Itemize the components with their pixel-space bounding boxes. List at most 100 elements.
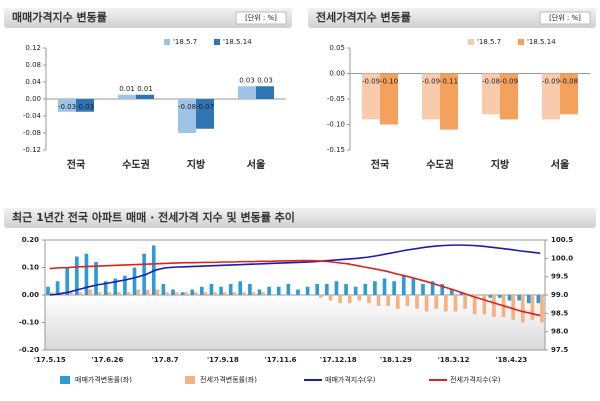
bar xyxy=(536,295,541,304)
bar xyxy=(75,256,79,295)
bar xyxy=(472,295,477,315)
bar xyxy=(507,295,512,301)
x-tick-label: 서울 xyxy=(551,158,569,171)
bar xyxy=(353,286,358,295)
x-tick-label: '17.9.18 xyxy=(207,356,239,364)
bar xyxy=(362,73,380,120)
unit-box xyxy=(539,11,591,25)
bar xyxy=(113,278,118,295)
bar xyxy=(453,295,458,312)
bar xyxy=(46,286,50,295)
data-label: 0.03 xyxy=(257,76,273,84)
bar xyxy=(165,292,169,295)
data-label: -0.09 xyxy=(542,78,560,86)
y-tick-label: 0.00 xyxy=(329,70,345,78)
line-series xyxy=(49,259,541,317)
data-label: -0.11 xyxy=(440,78,458,86)
bar xyxy=(450,289,454,295)
x-tick-label: '17.11.6 xyxy=(265,356,297,364)
bar xyxy=(117,292,121,295)
y-tick-label: 0.00 xyxy=(25,95,41,103)
bar xyxy=(267,286,271,295)
bar xyxy=(257,289,262,295)
bar xyxy=(440,284,445,295)
y-tick-label: -0.12 xyxy=(23,146,41,154)
legend-label: 전세가격변동률(좌) xyxy=(200,375,257,384)
bar xyxy=(444,295,448,312)
bar xyxy=(517,295,521,301)
data-label: -0.09 xyxy=(500,78,518,86)
x-tick-label: 지방 xyxy=(187,158,206,171)
bar xyxy=(276,286,281,295)
y-tick-label: -0.15 xyxy=(327,146,345,154)
bar xyxy=(88,289,92,295)
bar xyxy=(338,295,342,304)
bar xyxy=(161,284,166,295)
bar xyxy=(421,284,425,295)
y-tick-label: 0.08 xyxy=(25,61,41,69)
bar xyxy=(430,281,435,295)
bar xyxy=(219,286,223,295)
y-tick-label: 0.12 xyxy=(25,44,41,52)
negative-region xyxy=(45,295,545,350)
bar xyxy=(411,278,416,295)
bar xyxy=(498,295,502,298)
bar xyxy=(228,284,233,295)
bar xyxy=(107,292,112,295)
y-tick-label: -0.05 xyxy=(327,95,345,103)
bar xyxy=(97,292,102,295)
header-bar xyxy=(4,8,292,28)
bar xyxy=(405,295,410,306)
y2-tick-label: 99.5 xyxy=(551,273,568,281)
x-tick-label: '18.4.23 xyxy=(495,356,527,364)
x-tick-label: 지방 xyxy=(491,158,510,171)
bar xyxy=(367,295,371,304)
header-bar xyxy=(308,8,596,28)
x-tick-label: 수도권 xyxy=(122,159,150,171)
bar xyxy=(560,73,578,115)
bar xyxy=(69,292,73,295)
bar xyxy=(256,86,274,99)
legend-label: '18.5.14 xyxy=(223,38,252,46)
data-label: -0.08 xyxy=(560,78,578,86)
y-tick-label: -0.08 xyxy=(23,129,41,137)
y2-tick-label: 97.5 xyxy=(551,346,568,354)
bar xyxy=(482,73,500,115)
x-tick-label: '18.3.12 xyxy=(438,356,470,364)
bar xyxy=(248,284,252,295)
bar xyxy=(132,267,137,295)
bar xyxy=(261,292,265,295)
bar xyxy=(126,292,131,295)
bar xyxy=(65,267,70,295)
bar xyxy=(526,295,531,304)
bar xyxy=(540,295,544,323)
legend-swatch xyxy=(468,39,474,45)
bar xyxy=(520,295,525,323)
data-label: -0.08 xyxy=(178,103,196,111)
data-label: -0.10 xyxy=(380,78,398,86)
legend-swatch xyxy=(214,39,220,45)
bar xyxy=(296,289,300,295)
legend-label: 전세가격지수(우) xyxy=(450,375,501,384)
legend-swatch xyxy=(164,39,170,45)
bar xyxy=(84,253,89,295)
bar xyxy=(334,281,339,295)
y-tick-label: -0.10 xyxy=(327,121,345,129)
bar xyxy=(136,94,154,99)
chart-title: 매매가격지수 변동률 xyxy=(12,10,107,24)
bar xyxy=(386,295,390,306)
bar xyxy=(500,73,518,120)
bar xyxy=(238,86,256,99)
bar xyxy=(376,295,381,306)
header-bar xyxy=(4,208,596,228)
chart-title: 전세가격지수 변동률 xyxy=(316,10,411,24)
bar xyxy=(118,94,136,99)
y-tick-label: -0.20 xyxy=(19,346,39,354)
bar xyxy=(222,292,227,295)
x-tick-label: 수도권 xyxy=(426,159,454,171)
bar xyxy=(422,73,440,120)
x-tick-label: '17.5.15 xyxy=(34,356,66,364)
bar xyxy=(363,284,368,295)
bar xyxy=(463,295,467,309)
